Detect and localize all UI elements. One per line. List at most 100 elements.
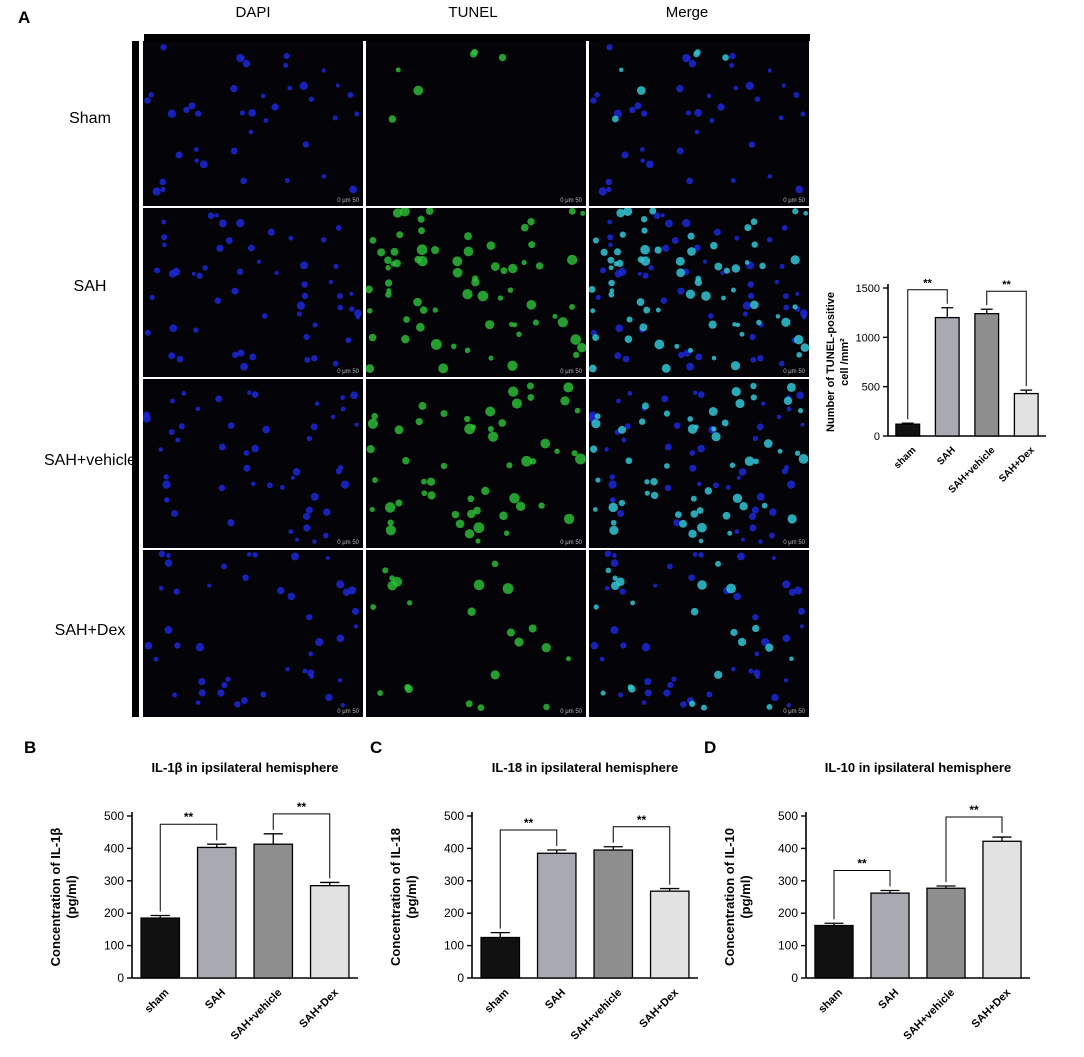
merge-nucleus — [661, 363, 671, 373]
dapi-nucleus — [321, 68, 326, 73]
tunel-nucleus — [384, 256, 392, 264]
scale-bar-label: 0 μm 50 — [783, 198, 805, 204]
tunel-nucleus — [392, 208, 403, 218]
micrograph-merge-sah-vehicle: 0 μm 50 — [589, 379, 809, 548]
tunel-nucleus — [394, 425, 404, 435]
dapi-nucleus — [697, 444, 705, 453]
micrograph-tunel-sah-dex: 0 μm 50 — [366, 550, 586, 717]
tunel-nucleus — [526, 300, 537, 310]
tunel-nucleus — [497, 295, 504, 301]
bar-sah — [536, 852, 577, 979]
tunel-nucleus — [516, 331, 522, 338]
micrograph-dapi-sah: 0 μm 50 — [143, 208, 363, 377]
merge-nucleus — [723, 267, 730, 274]
dapi-nucleus — [694, 129, 700, 135]
x-tick-label: SAH+Dex — [297, 986, 341, 1030]
merge-nucleus — [687, 232, 695, 240]
merge-nucleus — [594, 413, 601, 420]
significance-label: ** — [297, 800, 307, 814]
dapi-nucleus — [682, 53, 691, 63]
x-tick-label: SAH+Dex — [637, 986, 681, 1030]
dapi-nucleus — [154, 267, 161, 274]
dapi-nucleus — [729, 62, 735, 68]
y-tick-label: 500 — [444, 809, 464, 823]
dapi-nucleus — [676, 147, 684, 155]
dapi-nucleus — [163, 474, 170, 480]
tunel-nucleus — [540, 438, 551, 449]
dapi-nucleus — [617, 510, 625, 517]
dapi-nucleus — [345, 337, 352, 344]
bar-sah-dex — [982, 840, 1022, 979]
panel-letter-c: C — [370, 738, 383, 757]
tunel-nucleus — [421, 478, 427, 485]
merge-nucleus — [698, 538, 704, 544]
tunel-nucleus — [395, 499, 403, 507]
dapi-nucleus — [648, 265, 654, 271]
merge-nucleus — [643, 306, 651, 314]
dapi-nucleus — [240, 697, 248, 705]
x-tick-label: SAH+vehicle — [901, 987, 957, 1043]
tunel-nucleus — [452, 267, 463, 278]
tunel-nucleus — [392, 576, 403, 587]
micrograph-tunel-sah-vehicle: 0 μm 50 — [366, 379, 586, 548]
tunel-nucleus — [465, 700, 473, 708]
dapi-nucleus — [685, 110, 692, 116]
dapi-nucleus — [637, 271, 642, 276]
dapi-nucleus — [645, 160, 654, 169]
tunel-nucleus — [451, 510, 460, 519]
dapi-nucleus — [594, 92, 600, 98]
dapi-nucleus — [340, 703, 346, 708]
tunel-nucleus — [416, 244, 428, 256]
significance-bracket — [833, 870, 891, 920]
dapi-nucleus — [671, 237, 679, 245]
merge-nucleus — [630, 600, 636, 606]
column-header-merge: Merge — [665, 4, 709, 21]
dapi-nucleus — [755, 674, 760, 679]
dapi-nucleus — [340, 395, 346, 401]
dapi-nucleus — [302, 668, 308, 674]
dapi-nucleus — [677, 287, 685, 295]
dapi-nucleus — [321, 174, 327, 179]
dapi-nucleus — [325, 693, 333, 702]
chart-d-il10: IL-10 in ipsilateral hemisphere Concentra… — [722, 760, 1030, 1043]
bar-sah-vehicle — [926, 887, 966, 979]
merge-nucleus — [607, 256, 615, 264]
y-axis-label: Concentration of IL-1β(pg/ml) — [48, 828, 79, 967]
tunel-nucleus — [487, 431, 499, 442]
y-tick-label: 200 — [104, 906, 124, 920]
dapi-nucleus — [221, 681, 228, 689]
dapi-nucleus — [152, 187, 161, 196]
tunel-nucleus — [560, 396, 570, 406]
merge-nucleus — [591, 419, 601, 429]
dapi-nucleus — [667, 563, 673, 570]
dapi-nucleus — [188, 102, 196, 110]
merge-nucleus — [674, 343, 680, 349]
dapi-nucleus — [664, 443, 672, 451]
dapi-nucleus — [162, 480, 171, 489]
dapi-nucleus — [695, 353, 703, 361]
merge-nucleus — [592, 334, 599, 341]
merge-nucleus — [611, 115, 619, 123]
dapi-nucleus — [261, 313, 268, 319]
dapi-nucleus — [144, 97, 151, 104]
tunel-nucleus — [507, 360, 518, 371]
tunel-nucleus — [371, 412, 378, 420]
dapi-nucleus — [800, 422, 805, 427]
dapi-nucleus — [336, 293, 343, 299]
tunel-nucleus — [563, 513, 575, 525]
dapi-nucleus — [776, 414, 782, 420]
dapi-nucleus — [161, 219, 167, 225]
merge-nucleus — [756, 319, 762, 326]
merge-nucleus — [708, 320, 717, 329]
merge-nucleus — [608, 279, 615, 287]
significance-label: ** — [923, 278, 932, 290]
dapi-nucleus — [627, 390, 633, 396]
micrograph-merge-sah-dex: 0 μm 50 — [589, 550, 809, 717]
merge-nucleus — [700, 704, 707, 711]
dapi-nucleus — [306, 614, 313, 621]
dapi-nucleus — [757, 355, 764, 362]
dapi-nucleus — [292, 468, 301, 476]
tunel-nucleus — [569, 303, 575, 310]
bar-sham — [895, 423, 921, 437]
merge-nucleus — [721, 419, 729, 427]
